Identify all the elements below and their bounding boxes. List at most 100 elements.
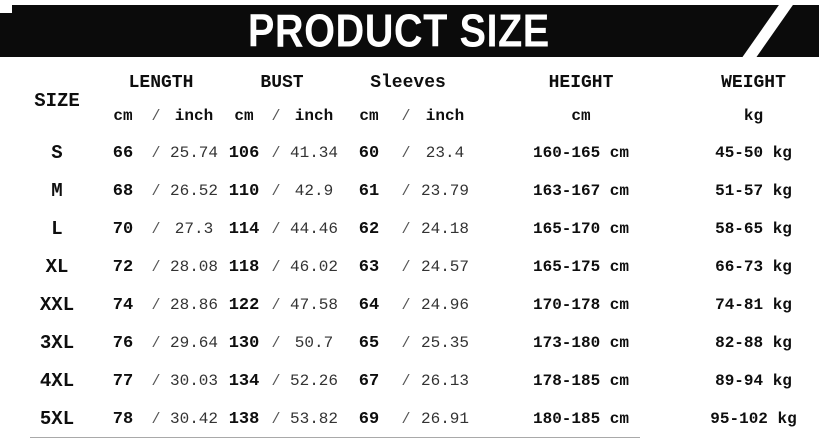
weight-cell: 82-88 kg bbox=[715, 334, 792, 352]
bust-slash: / bbox=[271, 372, 281, 390]
height-cell: 170-178 cm bbox=[532, 296, 629, 314]
height-cell: 180-185 cm bbox=[532, 410, 629, 428]
bust-slash: / bbox=[271, 410, 281, 428]
length-inch-cell: 27.3 bbox=[174, 220, 214, 238]
sleeve-cm-cell: 67 bbox=[358, 371, 380, 391]
bust-slash: / bbox=[271, 258, 281, 276]
length-cm-cell: 72 bbox=[112, 257, 134, 277]
height-unit-cm: cm bbox=[571, 107, 591, 125]
bust-inch-cell: 52.26 bbox=[289, 372, 338, 390]
length-slash: / bbox=[151, 258, 161, 276]
col-header-bust: BUST bbox=[260, 73, 304, 93]
weight-cell: 66-73 kg bbox=[715, 258, 792, 276]
length-slash: / bbox=[151, 410, 161, 428]
sleeve-slash: / bbox=[401, 296, 411, 314]
col-header-height: HEIGHT bbox=[548, 73, 614, 93]
size-cell: 5XL bbox=[39, 408, 75, 430]
sleeve-unit-cm: cm bbox=[359, 107, 379, 125]
sleeve-cm-cell: 63 bbox=[358, 257, 380, 277]
bottom-hairline bbox=[30, 437, 640, 438]
length-cm-cell: 76 bbox=[112, 333, 134, 353]
size-cell: M bbox=[51, 180, 63, 202]
bust-slash: / bbox=[271, 334, 281, 352]
height-cell: 173-180 cm bbox=[532, 334, 629, 352]
col-header-size: SIZE bbox=[34, 90, 80, 112]
length-inch-cell: 30.03 bbox=[169, 372, 218, 390]
bust-slash: / bbox=[271, 182, 281, 200]
sleeve-unit-inch: inch bbox=[425, 107, 465, 125]
banner-corner-notch bbox=[0, 0, 12, 13]
bust-cm-cell: 138 bbox=[228, 409, 260, 429]
length-cm-cell: 78 bbox=[112, 409, 134, 429]
length-slash: / bbox=[151, 296, 161, 314]
length-inch-cell: 28.86 bbox=[169, 296, 218, 314]
bust-inch-cell: 50.7 bbox=[294, 334, 334, 352]
bust-cm-cell: 114 bbox=[228, 219, 260, 239]
bust-inch-cell: 41.34 bbox=[289, 144, 338, 162]
bust-cm-cell: 118 bbox=[228, 257, 260, 277]
length-inch-cell: 26.52 bbox=[169, 182, 218, 200]
size-cell: S bbox=[51, 142, 63, 164]
col-header-length: LENGTH bbox=[128, 73, 194, 93]
bust-cm-cell: 106 bbox=[228, 143, 260, 163]
bust-slash: / bbox=[271, 220, 281, 238]
sleeve-slash: / bbox=[401, 334, 411, 352]
weight-cell: 45-50 kg bbox=[715, 144, 792, 162]
sleeve-slash: / bbox=[401, 410, 411, 428]
bust-inch-cell: 53.82 bbox=[289, 410, 338, 428]
height-cell: 165-175 cm bbox=[532, 258, 629, 276]
size-cell: 4XL bbox=[39, 370, 75, 392]
sleeve-unit-slash: / bbox=[401, 107, 411, 125]
bust-inch-cell: 42.9 bbox=[294, 182, 334, 200]
sleeve-cm-cell: 62 bbox=[358, 219, 380, 239]
size-cell: L bbox=[51, 218, 63, 240]
bust-cm-cell: 130 bbox=[228, 333, 260, 353]
sleeve-inch-cell: 26.91 bbox=[420, 410, 469, 428]
length-unit-slash: / bbox=[151, 107, 161, 125]
sleeve-inch-cell: 23.4 bbox=[425, 144, 465, 162]
size-cell: XXL bbox=[39, 294, 75, 316]
col-header-weight: WEIGHT bbox=[721, 73, 786, 93]
weight-cell: 95-102 kg bbox=[710, 410, 797, 428]
sleeve-slash: / bbox=[401, 258, 411, 276]
bust-cm-cell: 110 bbox=[228, 181, 260, 201]
bust-unit-slash: / bbox=[271, 107, 281, 125]
weight-cell: 74-81 kg bbox=[715, 296, 792, 314]
length-unit-cm: cm bbox=[113, 107, 133, 125]
col-header-sleeves: Sleeves bbox=[370, 73, 446, 93]
sleeve-slash: / bbox=[401, 182, 411, 200]
length-unit-inch: inch bbox=[174, 107, 214, 125]
length-slash: / bbox=[151, 182, 161, 200]
weight-cell: 51-57 kg bbox=[715, 182, 792, 200]
length-cm-cell: 66 bbox=[112, 143, 134, 163]
length-slash: / bbox=[151, 220, 161, 238]
bust-inch-cell: 46.02 bbox=[289, 258, 338, 276]
title-banner: PRODUCT SIZE bbox=[0, 5, 819, 57]
sleeve-slash: / bbox=[401, 220, 411, 238]
size-cell: 3XL bbox=[39, 332, 75, 354]
length-cm-cell: 70 bbox=[112, 219, 134, 239]
size-table: SIZE LENGTH BUST Sleeves HEIGHT WEIGHT c… bbox=[0, 68, 819, 438]
sleeve-slash: / bbox=[401, 372, 411, 390]
length-cm-cell: 68 bbox=[112, 181, 134, 201]
length-slash: / bbox=[151, 144, 161, 162]
sleeve-cm-cell: 61 bbox=[358, 181, 380, 201]
bust-inch-cell: 44.46 bbox=[289, 220, 338, 238]
bust-unit-inch: inch bbox=[294, 107, 334, 125]
sleeve-inch-cell: 25.35 bbox=[420, 334, 469, 352]
sleeve-cm-cell: 64 bbox=[358, 295, 380, 315]
bust-slash: / bbox=[271, 296, 281, 314]
bust-unit-cm: cm bbox=[234, 107, 254, 125]
weight-cell: 89-94 kg bbox=[715, 372, 792, 390]
weight-cell: 58-65 kg bbox=[715, 220, 792, 238]
sleeve-slash: / bbox=[401, 144, 411, 162]
height-cell: 160-165 cm bbox=[532, 144, 629, 162]
length-cm-cell: 74 bbox=[112, 295, 134, 315]
bust-inch-cell: 47.58 bbox=[289, 296, 338, 314]
sleeve-inch-cell: 24.96 bbox=[420, 296, 469, 314]
length-inch-cell: 28.08 bbox=[169, 258, 218, 276]
height-cell: 165-170 cm bbox=[532, 220, 629, 238]
bust-slash: / bbox=[271, 144, 281, 162]
height-cell: 178-185 cm bbox=[532, 372, 629, 390]
length-slash: / bbox=[151, 334, 161, 352]
